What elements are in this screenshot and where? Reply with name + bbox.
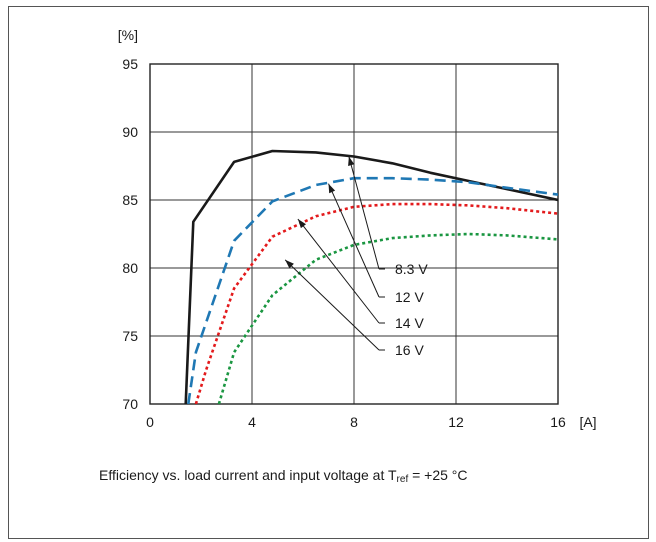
x-tick-label-1: 4 <box>248 414 256 430</box>
chart-frame: 0 4 8 12 16 95 90 85 80 75 70 [%] [A] 8.3 V 12 V 14 V 16… <box>8 6 649 539</box>
y-unit-label: [%] <box>118 27 138 43</box>
series-line-3 <box>217 232 558 404</box>
caption-suffix: = +25 °C <box>408 467 468 483</box>
x-tick-label-0: 0 <box>146 414 154 430</box>
callout-arrowhead-3 <box>285 259 294 269</box>
y-tick-label-1: 90 <box>122 124 138 140</box>
y-tick-label-5: 70 <box>122 396 138 412</box>
callout-leader-2 <box>297 218 380 324</box>
plot-border <box>149 63 559 405</box>
series-line-2 <box>194 202 558 404</box>
callout-leader-1 <box>328 183 380 298</box>
callout-label-2: 14 V <box>395 315 424 331</box>
callout-leader-0 <box>348 156 380 270</box>
caption-prefix: Efficiency vs. load current and input vo… <box>99 467 397 483</box>
series-line-1 <box>187 176 558 404</box>
y-tick-label-0: 95 <box>122 56 138 72</box>
x-unit-label: [A] <box>579 414 596 430</box>
callout-label-1: 12 V <box>395 289 424 305</box>
callout-arrowhead-1 <box>328 183 336 194</box>
series-line-0 <box>184 149 558 404</box>
callout-label-3: 16 V <box>395 342 424 358</box>
x-tick-label-4: 16 <box>550 414 566 430</box>
caption-subscript: ref <box>396 474 409 485</box>
callout-label-0: 8.3 V <box>395 261 428 277</box>
efficiency-chart: 0 4 8 12 16 95 90 85 80 75 70 [%] [A] 8.3 V 12 V 14 V 16… <box>118 27 597 430</box>
y-tick-label-2: 85 <box>122 192 138 208</box>
y-tick-label-3: 80 <box>122 260 138 276</box>
y-tick-label-4: 75 <box>122 328 138 344</box>
x-tick-label-3: 12 <box>448 414 464 430</box>
chart-caption: Efficiency vs. load current and input vo… <box>99 467 468 485</box>
callout-arrowhead-2 <box>297 219 306 229</box>
x-tick-label-2: 8 <box>350 414 358 430</box>
callout-arrowhead-0 <box>348 156 355 166</box>
callout-leader-3 <box>284 259 380 351</box>
